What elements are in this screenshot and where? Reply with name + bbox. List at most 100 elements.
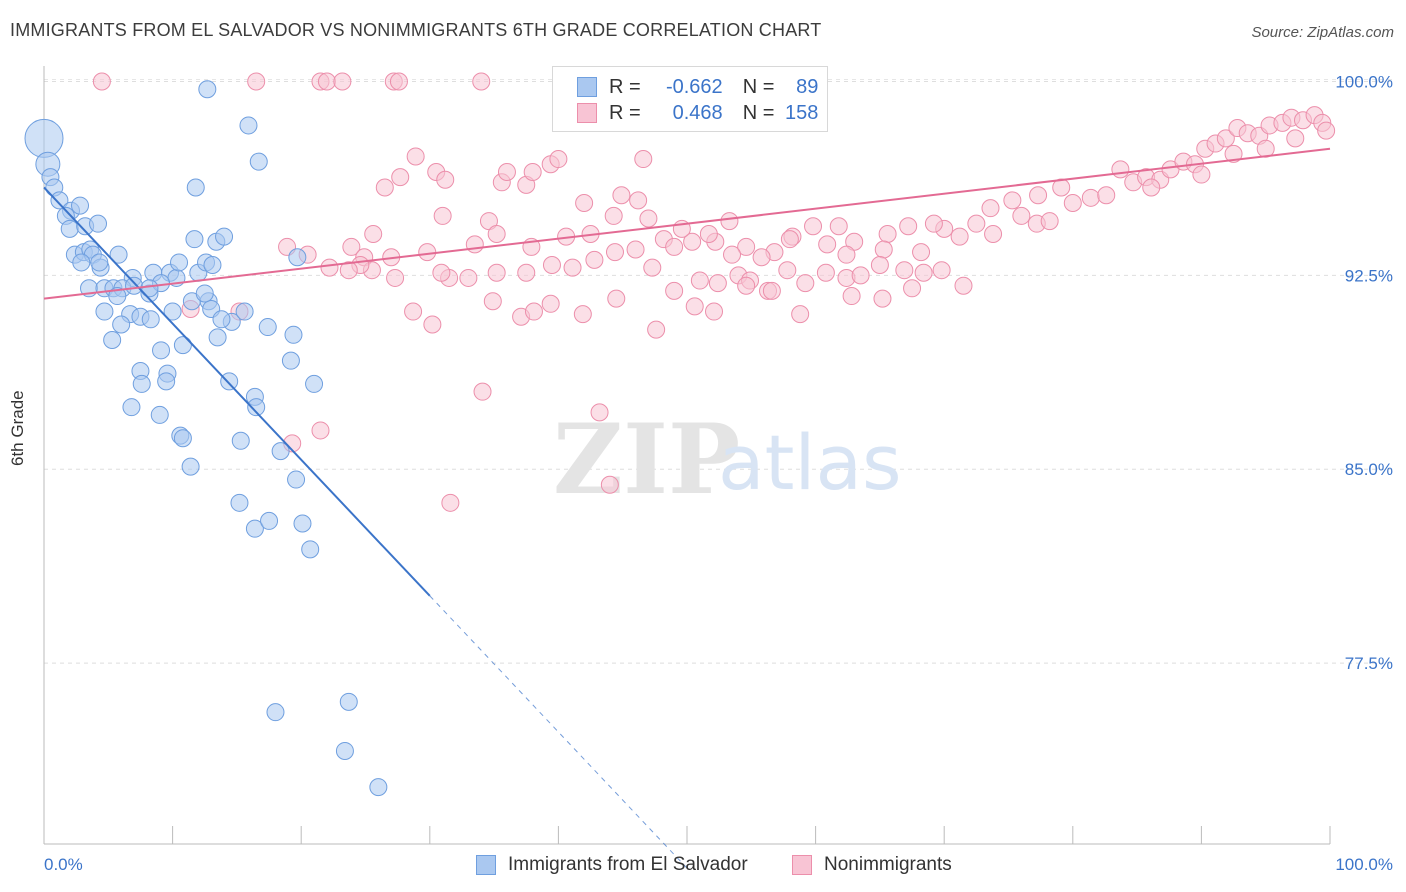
nonimmigrants-point bbox=[705, 302, 724, 321]
y-tick-label: 85.0% bbox=[1345, 460, 1393, 479]
chart-title: IMMIGRANTS FROM EL SALVADOR VS NONIMMIGR… bbox=[10, 20, 822, 40]
el-salvador-point bbox=[185, 230, 204, 249]
nonimmigrants-point bbox=[665, 281, 684, 300]
nonimmigrants-point bbox=[1081, 188, 1100, 207]
nonimmigrants-point bbox=[483, 292, 502, 311]
el-salvador-point bbox=[125, 276, 144, 295]
nonimmigrants-point bbox=[984, 225, 1003, 244]
nonimmigrants-point bbox=[432, 263, 451, 282]
y-tick-label: 92.5% bbox=[1345, 266, 1393, 285]
nonimmigrants-point bbox=[737, 237, 756, 256]
nonimmigrants-point bbox=[542, 256, 561, 275]
nonimmigrants-point bbox=[406, 147, 425, 166]
el-salvador-point bbox=[60, 219, 79, 238]
nonimmigrants-point bbox=[720, 212, 739, 231]
nonimmigrants-point bbox=[418, 243, 437, 262]
nonimmigrants-point bbox=[1012, 206, 1031, 225]
nonimmigrants-point bbox=[575, 193, 594, 212]
nonimmigrants-point bbox=[436, 170, 455, 189]
nonimmigrants-point bbox=[573, 305, 592, 324]
nonimmigrants-point bbox=[829, 217, 848, 236]
legend-swatch-blue bbox=[476, 855, 496, 875]
nonimmigrants-point bbox=[375, 178, 394, 197]
nonimmigrants-point bbox=[1029, 186, 1048, 205]
axes bbox=[43, 66, 1331, 845]
el-salvador-point bbox=[89, 214, 108, 233]
nonimmigrants-point bbox=[364, 225, 383, 244]
nonimmigrants-point bbox=[1003, 191, 1022, 210]
nonimmigrants-point bbox=[762, 281, 781, 300]
nonimmigrants-point bbox=[967, 214, 986, 233]
el-salvador-point bbox=[258, 318, 277, 337]
el-salvador-point bbox=[152, 341, 171, 360]
nonimmigrants-point bbox=[685, 297, 704, 316]
r-label: R = bbox=[609, 75, 641, 98]
nonimmigrants-point bbox=[780, 230, 799, 249]
nonimmigrants-point bbox=[320, 258, 339, 277]
legend-row-el-salvador: R = -0.662 N = 89 bbox=[577, 75, 818, 99]
nonimmigrants-point bbox=[1097, 186, 1116, 205]
legend-swatch-pink bbox=[577, 103, 597, 123]
nonimmigrants-point bbox=[932, 261, 951, 280]
nonimmigrants-point bbox=[423, 315, 442, 334]
nonimmigrants-point bbox=[1224, 144, 1243, 163]
el-salvador-trend-extension bbox=[429, 595, 688, 869]
nonimmigrants-point bbox=[1040, 212, 1059, 231]
nonimmigrants-point bbox=[796, 274, 815, 293]
r-value: 0.468 bbox=[672, 101, 723, 124]
x-tick-label-end: 100.0% bbox=[1335, 855, 1393, 874]
nonimmigrants-point bbox=[914, 263, 933, 282]
n-value: 158 bbox=[785, 101, 819, 124]
legend-item-nonimmigrants: Nonimmigrants bbox=[792, 852, 952, 878]
nonimmigrants-point bbox=[873, 289, 892, 308]
el-salvador-point bbox=[170, 253, 189, 272]
el-salvador-points bbox=[24, 80, 388, 797]
legend-swatch-pink bbox=[792, 855, 812, 875]
nonimmigrants-point bbox=[585, 250, 604, 269]
nonimmigrants-point bbox=[517, 263, 536, 282]
watermark-zip: ZIP bbox=[553, 403, 740, 516]
nonimmigrants-point bbox=[981, 199, 1000, 218]
el-salvador-point bbox=[281, 351, 300, 370]
nonimmigrants-point bbox=[524, 302, 543, 321]
nonimmigrants-point bbox=[878, 225, 897, 244]
nonimmigrants-points bbox=[92, 72, 1336, 512]
nonimmigrants-point bbox=[723, 245, 742, 264]
nonimmigrants-point bbox=[1216, 129, 1235, 148]
el-salvador-point bbox=[247, 398, 266, 417]
el-salvador-point bbox=[108, 287, 127, 306]
nonimmigrants-point bbox=[629, 191, 648, 210]
nonimmigrants-point bbox=[1063, 193, 1082, 212]
el-salvador-point bbox=[112, 315, 131, 334]
tick-labels: 100.0% 92.5% 85.0% 77.5% 0.0% 100.0% bbox=[44, 73, 1393, 874]
nonimmigrants-point bbox=[472, 72, 491, 91]
el-salvador-point bbox=[157, 372, 176, 391]
el-salvador-point bbox=[293, 514, 312, 533]
el-salvador-point bbox=[208, 328, 227, 347]
el-salvador-point bbox=[260, 511, 279, 530]
nonimmigrants-point bbox=[752, 248, 771, 267]
el-salvador-point bbox=[109, 245, 128, 264]
nonimmigrants-point bbox=[639, 209, 658, 228]
nonimmigrants-point bbox=[699, 225, 718, 244]
el-salvador-point bbox=[181, 457, 200, 476]
nonimmigrants-point bbox=[563, 258, 582, 277]
nonimmigrants-point bbox=[311, 421, 330, 440]
nonimmigrants-point bbox=[895, 261, 914, 280]
el-salvador-point bbox=[239, 116, 258, 135]
trend-lines bbox=[43, 147, 1331, 869]
source-label: Source: ZipAtlas.com bbox=[1251, 24, 1394, 41]
n-value: 89 bbox=[796, 75, 819, 98]
el-salvador-point bbox=[195, 284, 214, 303]
el-salvador-point bbox=[249, 152, 268, 171]
el-salvador-point bbox=[186, 178, 205, 197]
correlation-legend: R = -0.662 N = 89 R = 0.468 N = 158 bbox=[552, 66, 828, 132]
y-tick-label: 77.5% bbox=[1345, 654, 1393, 673]
watermark-atlas: atlas bbox=[718, 418, 902, 507]
el-salvador-point bbox=[288, 248, 307, 267]
el-salvador-point bbox=[95, 302, 114, 321]
nonimmigrants-point bbox=[626, 240, 645, 259]
nonimmigrants-point bbox=[333, 72, 352, 91]
nonimmigrants-point bbox=[404, 302, 423, 321]
